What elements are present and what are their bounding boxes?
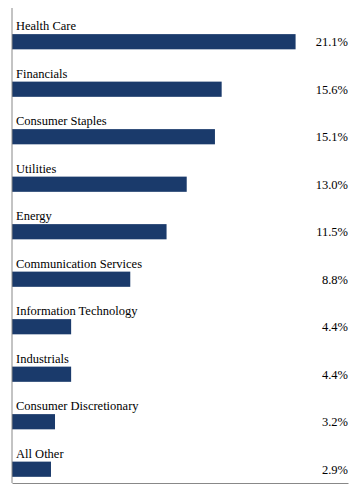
data-label: 15.1% bbox=[316, 130, 348, 144]
bar bbox=[12, 82, 222, 97]
y-axis-line bbox=[12, 8, 13, 483]
bar bbox=[12, 34, 296, 49]
bar bbox=[12, 462, 51, 477]
category-label: Health Care bbox=[16, 19, 76, 33]
data-label: 13.0% bbox=[316, 178, 348, 192]
x-axis-line bbox=[13, 483, 349, 484]
category-label: Communication Services bbox=[16, 257, 142, 271]
category-label: Consumer Staples bbox=[16, 114, 107, 128]
data-label: 8.8% bbox=[322, 273, 348, 287]
bar bbox=[12, 367, 71, 382]
bar bbox=[12, 319, 71, 334]
data-label: 4.4% bbox=[322, 368, 348, 382]
bar bbox=[12, 177, 187, 192]
bar bbox=[12, 272, 130, 287]
category-label: Consumer Discretionary bbox=[16, 399, 139, 413]
category-label: Information Technology bbox=[16, 304, 138, 318]
bar bbox=[12, 224, 167, 239]
labels: Health Care Financials Consumer Staples Uti… bbox=[16, 19, 348, 476]
data-label: 2.9% bbox=[322, 463, 348, 477]
category-label: Energy bbox=[16, 209, 53, 223]
bar bbox=[12, 414, 55, 429]
data-label: 11.5% bbox=[316, 225, 348, 239]
data-label: 3.2% bbox=[322, 415, 348, 429]
chart: Health Care Financials Consumer Staples Uti… bbox=[0, 0, 360, 497]
category-label: Industrials bbox=[16, 352, 69, 366]
data-label: 15.6% bbox=[316, 83, 348, 97]
data-label: 4.4% bbox=[322, 320, 348, 334]
category-label: Financials bbox=[16, 67, 68, 81]
data-label: 21.1% bbox=[316, 35, 348, 49]
category-label: Utilities bbox=[16, 162, 56, 176]
bar bbox=[12, 129, 215, 144]
plot: Health Care Financials Consumer Staples Uti… bbox=[12, 8, 349, 484]
category-label: All Other bbox=[16, 447, 64, 461]
x-axis bbox=[13, 483, 349, 484]
bars bbox=[12, 34, 296, 477]
